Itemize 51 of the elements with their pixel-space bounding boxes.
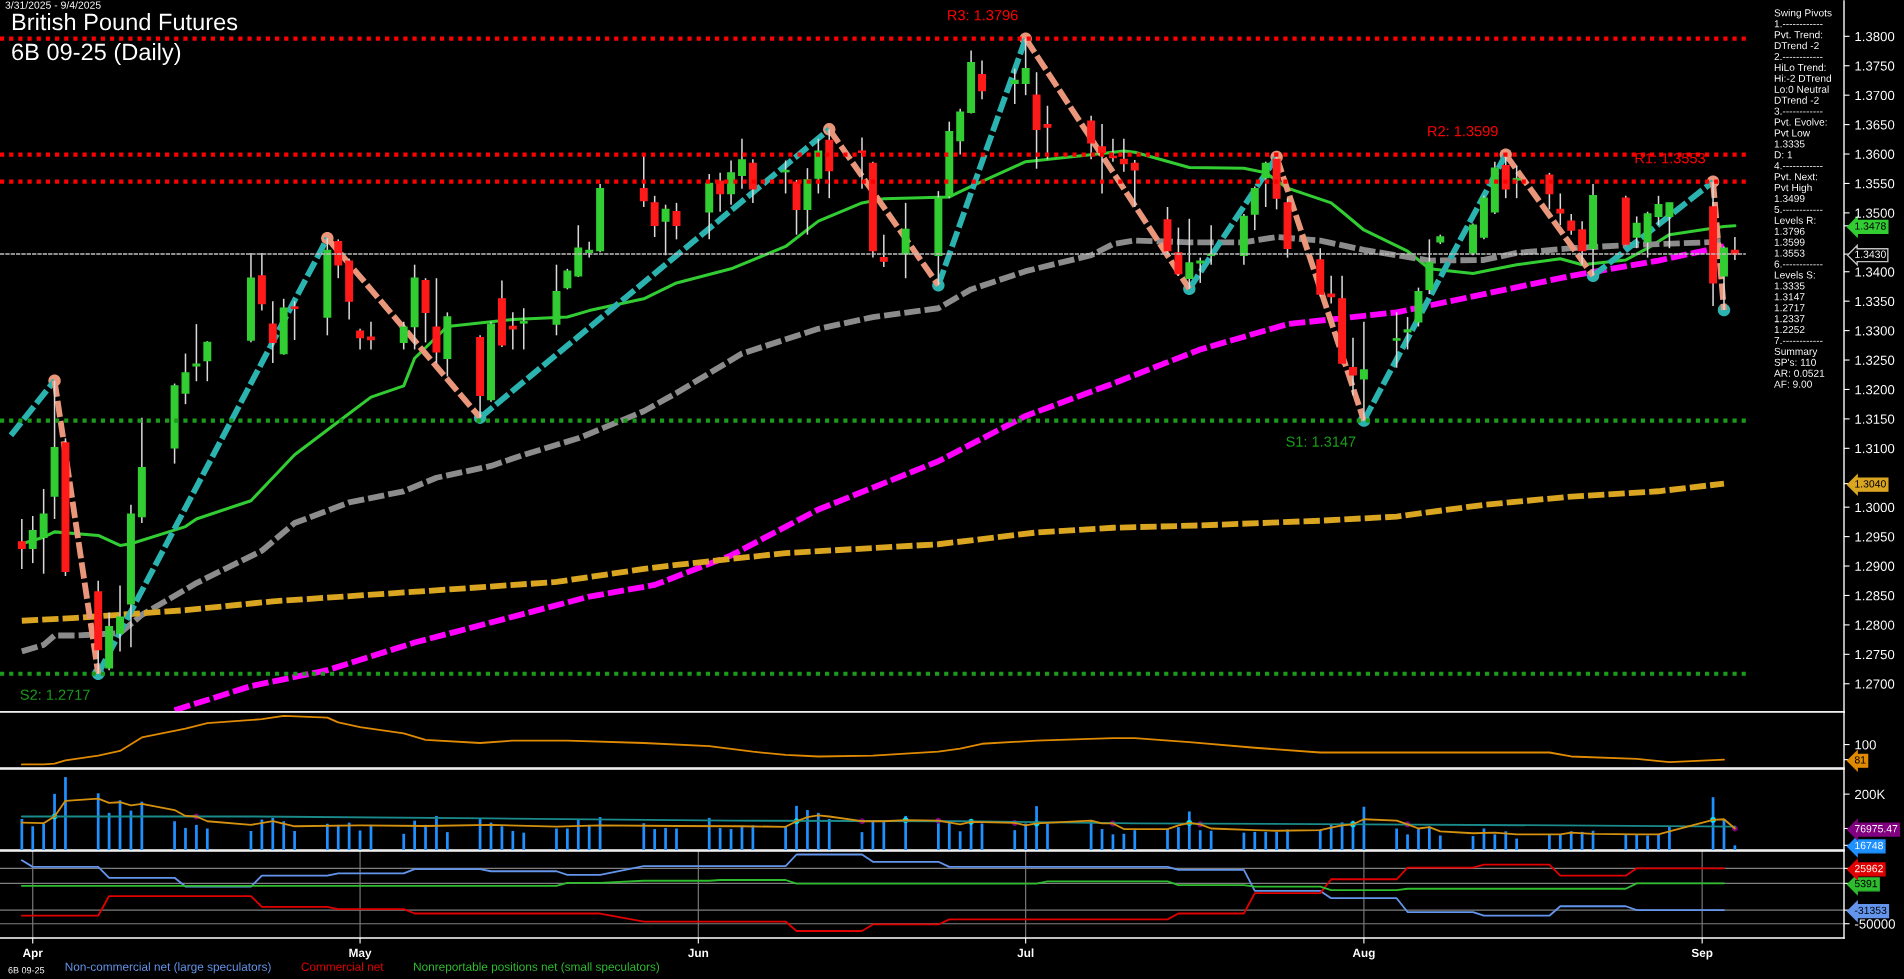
y-tick-label: 1.3700 [1855, 90, 1895, 101]
y-tick-label: 1.3300 [1855, 326, 1895, 336]
annotation: 3/31/2025 - 9/4/2025 [5, 1, 101, 9]
text: 6B 09-25 (Daily) [12, 43, 181, 65]
y-tick-label: 1.2850 [1855, 591, 1895, 601]
y-tick-label: 1.3350 [1855, 296, 1895, 307]
y-tick-label: 1.2800 [1855, 620, 1895, 630]
y-tick-label: 1.3100 [1855, 443, 1895, 454]
y-tick-label: 1.3550 [1855, 179, 1895, 189]
y-tick-label: 1.3800 [1855, 31, 1895, 42]
x-tick-label: Jul [1017, 948, 1034, 958]
y-tick-label: 81 [1854, 756, 1866, 764]
y-tick-label: 5391 [1854, 879, 1878, 888]
y-tick-label: 16748 [1855, 841, 1883, 850]
y-tick-label: 1.2950 [1855, 532, 1895, 542]
annotation: S2: 1.2717 [20, 689, 90, 700]
y-tick-label: 1.2700 [1855, 679, 1895, 689]
y-tick-label: 200K [1855, 789, 1886, 800]
y-tick-label: 1.2900 [1855, 561, 1895, 571]
chart-title: British Pound Futures [12, 13, 238, 31]
text: Non-commercial net (large speculators) [65, 962, 271, 974]
y-tick-label: 1.3250 [1855, 355, 1895, 365]
text: Nonreportable positions net (small speculators) [414, 962, 660, 974]
x-tick-label: Sep [1691, 948, 1713, 960]
y-tick-label: 25962 [1854, 864, 1883, 873]
x-tick-label: Apr [22, 948, 43, 960]
x-tick-label: May [349, 948, 372, 960]
text: Swing Pivots 1.------------ Pvt. Trend: DTrend -2 2.------------ HiLo Trend: Hi:-2 DTrend Lo:0 Neutral DTrend -2 3.------------ Pvt. Evolve: Pvt Low 1.3335 D: 1 4.------------ Pvt. Next: Pvt High 1.3499 5.------------ Levels R: 1.3796 1.3599 1.3553 6.------------ Levels S: 1.3335 1.3147 1.2717 1.2337 1.2252 7.------------ Summary SP's: 110 AR: 0.0521 AF: 9.00 [1774, 9, 1832, 388]
text: 6B 09-25 [8, 967, 45, 974]
annotation: S1: 1.3147 [1286, 436, 1356, 447]
y-tick-label: 1.3650 [1855, 120, 1895, 130]
y-tick-label: -31353 [1854, 906, 1887, 915]
y-tick-label: 1.3430 [1855, 250, 1886, 258]
y-tick-label: 1.3600 [1855, 149, 1895, 159]
y-tick-label: 1.3500 [1855, 208, 1895, 218]
y-tick-label: 1.3040 [1855, 480, 1886, 488]
y-tick-label: 100 [1855, 740, 1876, 750]
y-tick-label: 1.2750 [1855, 649, 1895, 660]
y-tick-label: 1.3400 [1855, 267, 1895, 277]
y-tick-label: 1.3478 [1855, 222, 1886, 230]
annotation: R2: 1.3599 [1428, 125, 1498, 137]
y-tick-label: 1.3200 [1855, 385, 1895, 395]
text: Commercial net [301, 962, 384, 971]
annotation: R3: 1.3796 [948, 10, 1018, 21]
x-tick-label: Jun [688, 948, 709, 958]
y-tick-label: -50000 [1855, 919, 1895, 929]
x-tick-label: Aug [1352, 948, 1375, 960]
y-tick-label: 1.3150 [1855, 414, 1895, 424]
y-tick-label: 1.3000 [1855, 502, 1895, 513]
y-tick-label: 1.3750 [1855, 61, 1895, 71]
y-tick-label: 76975.47 [1854, 825, 1898, 833]
